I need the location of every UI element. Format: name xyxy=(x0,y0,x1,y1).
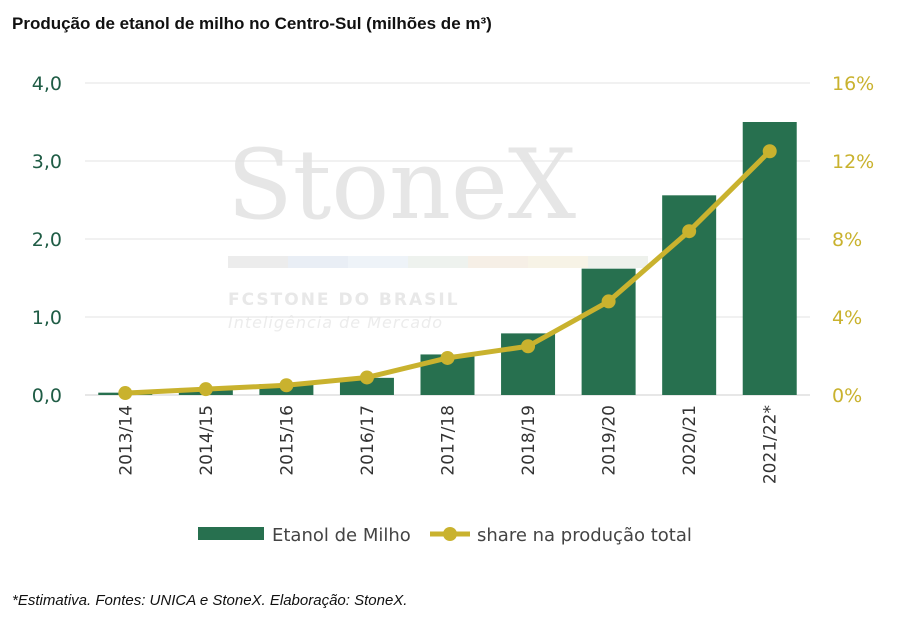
line-point xyxy=(762,144,777,159)
line-point xyxy=(521,339,536,354)
line-point xyxy=(682,224,697,239)
x-tick-label: 2019/20 xyxy=(600,405,620,476)
bar-series xyxy=(98,122,797,395)
right-axis: 0% 4% 8% 12% 16% xyxy=(832,73,874,407)
x-tick-label: 2014/15 xyxy=(197,405,217,476)
y-left-tick-label: 4,0 xyxy=(32,73,62,95)
y-left-tick-label: 2,0 xyxy=(32,229,62,251)
x-tick-label: 2018/19 xyxy=(519,405,539,476)
left-axis: 0,0 1,0 2,0 3,0 4,0 xyxy=(32,73,62,407)
watermark-band xyxy=(348,256,408,268)
footnote: *Estimativa. Fontes: UNICA e StoneX. Ela… xyxy=(12,592,408,609)
watermark-band xyxy=(468,256,528,268)
legend: Etanol de Milho share na produção total xyxy=(198,525,692,546)
y-right-tick-label: 16% xyxy=(832,73,874,95)
y-right-tick-label: 8% xyxy=(832,229,862,251)
x-tick-label: 2013/14 xyxy=(116,405,136,476)
legend-label-bar: Etanol de Milho xyxy=(272,525,411,546)
watermark-band xyxy=(528,256,588,268)
line-point xyxy=(198,382,213,397)
line-point xyxy=(440,350,455,365)
legend-swatch-bar xyxy=(198,527,264,540)
watermark-line1: FCSTONE DO BRASIL xyxy=(228,290,460,310)
line-point xyxy=(118,386,133,401)
chart-title: Produção de etanol de milho no Centro-Su… xyxy=(12,14,492,33)
bar xyxy=(581,268,636,395)
watermark-line2: Inteligência de Mercado xyxy=(228,313,443,332)
watermark-brand: StoneX xyxy=(227,129,576,241)
watermark-band xyxy=(588,256,648,268)
x-tick-label: 2017/18 xyxy=(439,405,459,476)
line-series xyxy=(118,144,777,401)
x-tick-label: 2021/22* xyxy=(761,405,781,484)
y-right-tick-label: 0% xyxy=(832,385,862,407)
line-point xyxy=(601,294,616,309)
watermark-band xyxy=(228,256,288,268)
legend-swatch-marker xyxy=(443,527,457,541)
x-axis: 2013/14 2014/15 2015/16 2016/17 2017/18 2018/… xyxy=(116,405,780,484)
y-right-tick-label: 12% xyxy=(832,151,874,173)
watermark: StoneX FCSTONE DO BRASIL Inteligência de… xyxy=(227,129,648,332)
legend-label-line: share na produção total xyxy=(477,525,692,546)
watermark-band xyxy=(408,256,468,268)
line-point xyxy=(359,370,374,385)
x-tick-label: 2015/16 xyxy=(277,405,297,476)
x-tick-label: 2020/21 xyxy=(680,405,700,476)
y-left-tick-label: 1,0 xyxy=(32,307,62,329)
x-tick-label: 2016/17 xyxy=(358,405,378,476)
y-right-tick-label: 4% xyxy=(832,307,862,329)
bar xyxy=(742,122,797,395)
line-point xyxy=(279,378,294,393)
y-left-tick-label: 3,0 xyxy=(32,151,62,173)
watermark-band xyxy=(288,256,348,268)
y-left-tick-label: 0,0 xyxy=(32,385,62,407)
bar xyxy=(339,377,394,395)
